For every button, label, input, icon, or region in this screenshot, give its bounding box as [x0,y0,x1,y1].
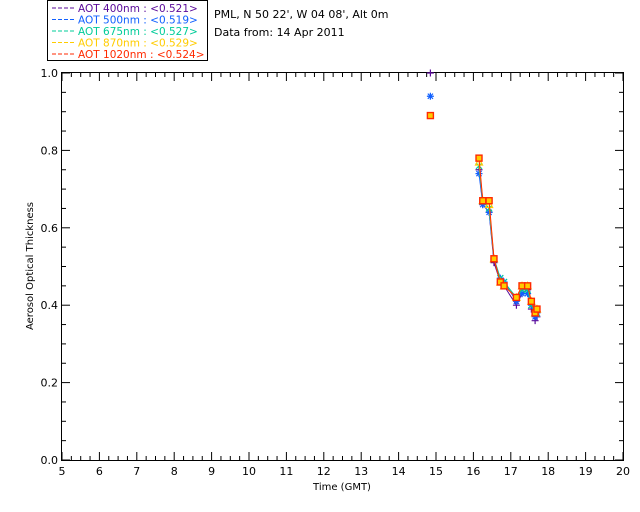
plot-frame [61,72,624,461]
data-point-square [496,278,505,286]
x-tick-label: 7 [133,465,140,478]
series-layer [426,69,542,325]
series-line [478,158,538,315]
y-tick-label: 0.6 [41,222,59,235]
x-tick-label: 5 [59,465,66,478]
data-point-star [426,92,434,100]
x-tick-label: 20 [616,465,630,478]
data-point-square [485,197,493,205]
legend-box [47,0,208,61]
series-4 [426,111,541,317]
x-tick-label: 18 [541,465,555,478]
data-point-square [500,282,508,290]
data-point-star [518,290,526,298]
y-tick-label: 1.0 [41,67,59,80]
data-point-square [475,154,483,162]
data-point-square [527,297,536,306]
data-point-square [523,282,532,290]
x-tick-label: 11 [279,465,293,478]
data-point-star [512,297,520,305]
legend-entry: AOT 870nm : <0.529> [78,38,198,50]
legend-entry: AOT 1020nm : <0.524> [78,49,205,61]
legend-entry: AOT 400nm : <0.521> [78,3,198,15]
y-tick-label: 0.8 [41,144,59,157]
x-tick-label: 8 [171,465,178,478]
x-tick-label: 9 [208,465,215,478]
data-point-star [475,170,483,178]
data-point-plus [426,69,434,77]
data-point-star [479,201,487,209]
x-tick-label: 16 [466,465,480,478]
data-point-square [533,305,541,313]
x-tick-label: 13 [354,465,368,478]
legend-entry: AOT 500nm : <0.519> [78,15,198,27]
data-point-square [426,111,435,120]
data-point-square [479,197,487,205]
series-2 [475,162,541,317]
x-tick-label: 12 [317,465,331,478]
x-tick-label: 15 [429,465,443,478]
x-tick-label: 17 [504,465,518,478]
legend-entry: AOT 675nm : <0.527> [78,26,198,38]
data-point-star [531,313,539,321]
legend: AOT 400nm : <0.521>AOT 500nm : <0.519>AO… [47,0,208,61]
data-point-star [524,290,532,298]
y-axis: 0.0 0.2 0.4 0.6 0.8 1.0 [41,67,623,467]
data-point-square [512,293,521,302]
y-axis-label: Aerosol Optical Thickness [25,202,36,330]
date-info: Data from: 14 Apr 2011 [214,26,345,39]
site-info: PML, N 50 22', W 04 08', Alt 0m [214,8,388,21]
y-tick-label: 0.0 [41,454,59,467]
y-tick-label: 0.2 [41,377,59,390]
x-tick-label: 14 [392,465,406,478]
x-axis-label: Time (GMT) [312,482,371,493]
data-point-square [490,255,498,263]
y-tick-label: 0.4 [41,299,59,312]
x-tick-label: 19 [579,465,593,478]
x-axis: 5 6 7 8 9 10 11 12 13 14 15 16 17 18 19 20 [59,73,630,478]
x-tick-label: 10 [242,465,256,478]
series-line [478,173,538,319]
x-tick-label: 6 [96,465,103,478]
